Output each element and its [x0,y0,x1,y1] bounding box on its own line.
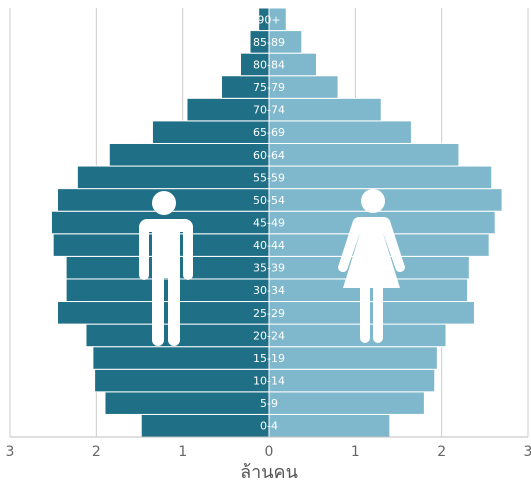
female-bar-50-54 [268,188,503,212]
x-tick-label: 1 [178,444,187,460]
x-tick-label: 2 [92,444,101,460]
male-bar-0-4 [140,413,270,438]
age-label-75-79: 75-79 [253,81,285,94]
female-bar-5-9 [268,391,425,415]
age-label-40-44: 40-44 [253,239,285,252]
age-label-90+: 90+ [257,13,280,26]
age-label-50-54: 50-54 [253,194,285,207]
age-label-80-84: 80-84 [253,58,285,71]
female-bar-70-74 [268,97,382,122]
female-bar-0-4 [268,413,391,438]
age-group-labels: 0-4 5-9 10-14 15-19 20-24 25-29 30-34 35-39 40-4… [253,13,285,432]
x-tick-label: 2 [437,444,446,460]
gender-icons [139,189,405,346]
x-tick-label: 3 [6,444,15,460]
male-bar-65-69 [151,120,270,144]
bars [50,7,503,438]
age-label-5-9: 5-9 [260,397,278,410]
x-tick-label: 1 [351,444,360,460]
age-label-0-4: 0-4 [260,420,278,433]
male-bar-55-59 [76,165,270,190]
age-label-10-14: 10-14 [253,375,285,388]
male-bar-5-9 [104,391,270,415]
age-label-45-49: 45-49 [253,217,285,230]
female-bar-65-69 [268,120,412,144]
x-tick-label: 3 [524,444,531,460]
age-label-35-39: 35-39 [253,262,285,275]
age-label-65-69: 65-69 [253,126,285,139]
male-icon [139,191,193,346]
male-bar-60-64 [108,142,270,167]
male-bar-30-34 [65,278,270,303]
x-axis: 3 2 1 0 1 2 3 [6,436,531,460]
age-label-55-59: 55-59 [253,171,285,184]
male-bar-10-14 [94,368,270,393]
female-bar-90+ [268,7,287,32]
x-axis-label: ล้านคน [240,462,298,483]
age-label-20-24: 20-24 [253,329,285,342]
age-label-85-89: 85-89 [253,36,285,49]
female-icon [338,189,405,343]
age-label-70-74: 70-74 [253,104,285,117]
female-bar-55-59 [268,165,493,190]
female-bar-25-29 [268,301,475,325]
male-bar-15-19 [92,346,270,370]
female-bar-60-64 [268,142,460,167]
x-tick-label: 0 [265,444,274,460]
age-label-30-34: 30-34 [253,284,285,297]
age-label-25-29: 25-29 [253,307,285,320]
female-bar-20-24 [268,323,447,348]
age-label-60-64: 60-64 [253,149,285,162]
female-bar-15-19 [268,346,438,370]
age-label-15-19: 15-19 [253,352,285,365]
female-bar-10-14 [268,368,436,393]
